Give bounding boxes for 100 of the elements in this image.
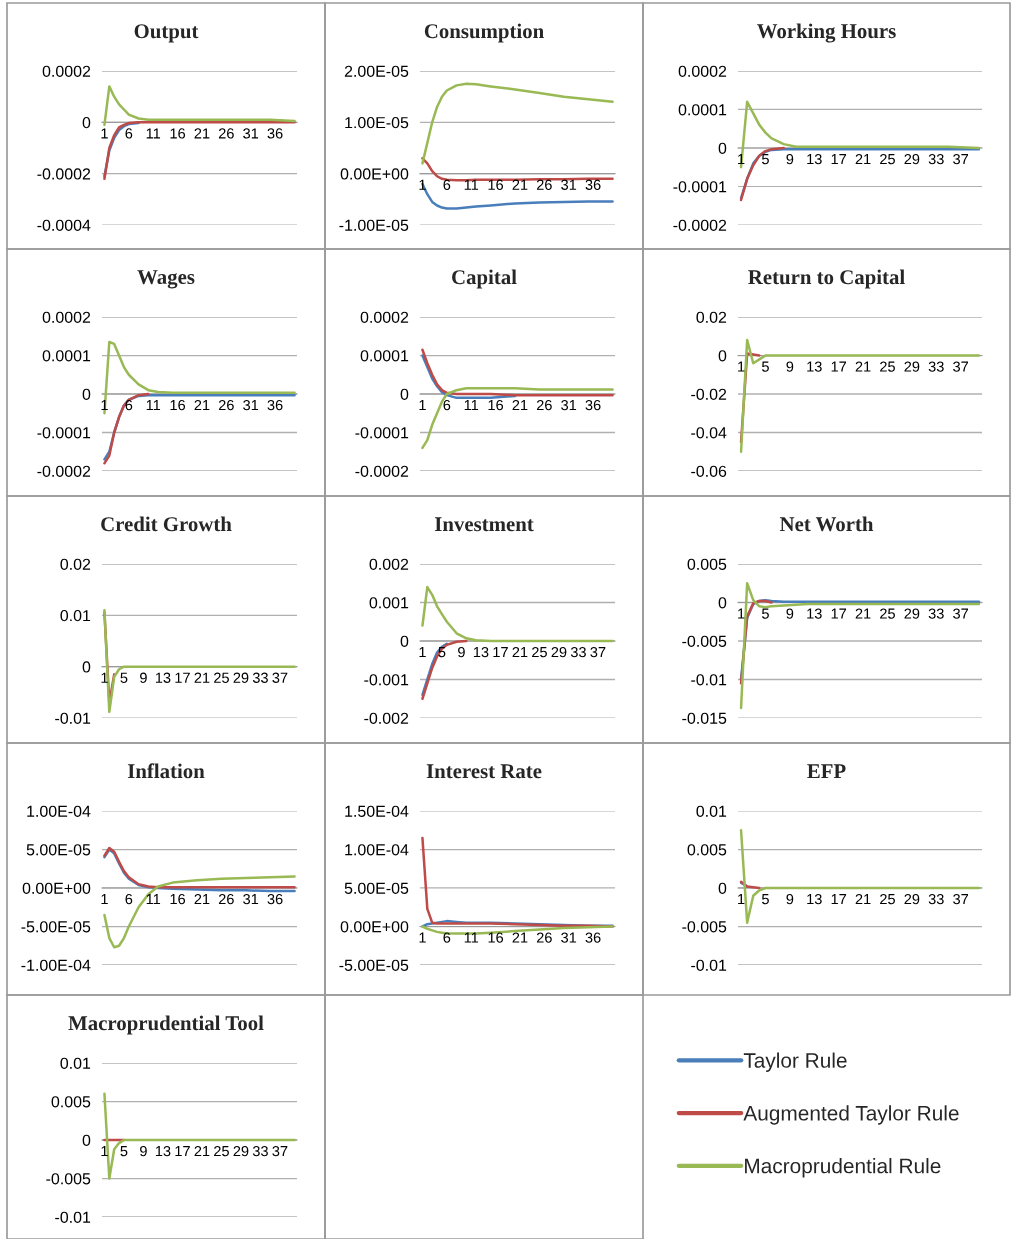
chart-title: Capital (452, 269, 517, 289)
x-tick-label: 21 (194, 128, 210, 139)
chart-title: Return to Capital (748, 269, 905, 289)
x-tick-label: 37 (272, 1145, 288, 1157)
x-tick-label: 26 (218, 399, 234, 411)
y-tick-label: 0 (400, 388, 409, 400)
x-tick-label: 16 (488, 399, 504, 411)
legend-label: Augmented Taylor Rule (743, 1105, 959, 1125)
x-tick-label: 21 (194, 1145, 210, 1157)
x-tick-label: 11 (146, 128, 161, 139)
x-tick-label: 13 (807, 361, 822, 372)
y-tick-label: -0.005 (682, 635, 727, 647)
x-tick-label: 31 (561, 932, 577, 943)
y-tick-label: 0.0002 (42, 311, 91, 323)
y-tick-label: 0.0001 (42, 350, 91, 362)
x-tick-label: 5 (120, 672, 128, 683)
y-tick-label: 5.00E-05 (26, 844, 91, 856)
x-tick-label: 11 (464, 179, 479, 190)
y-tick-label: -5.00E-05 (21, 921, 91, 933)
x-tick-label: 26 (536, 179, 552, 190)
x-tick-label: 5 (761, 894, 769, 905)
y-tick-label: -0.0001 (673, 181, 727, 193)
chart-title: Wages (137, 270, 195, 289)
y-tick-label: 1.00E-04 (27, 805, 91, 817)
y-tick-label: -0.0001 (37, 427, 91, 439)
x-tick-label: 5 (761, 608, 769, 619)
y-tick-label: 0.005 (687, 558, 727, 570)
x-tick-label: 36 (585, 179, 601, 190)
x-tick-label: 13 (155, 672, 171, 683)
x-tick-label: 6 (125, 399, 133, 411)
x-tick-label: 16 (488, 179, 504, 190)
x-tick-label: 25 (214, 672, 229, 683)
x-tick-label: 21 (512, 399, 528, 411)
x-tick-label: 1 (738, 608, 745, 619)
x-tick-label: 1 (419, 647, 426, 658)
x-tick-label: 21 (512, 646, 528, 658)
chart-title: Macroprudential Tool (68, 1015, 264, 1035)
y-tick-label: -0.01 (691, 674, 727, 686)
y-tick-label: 0 (718, 882, 727, 894)
x-tick-label: 31 (243, 128, 259, 139)
x-tick-label: 29 (551, 646, 567, 658)
x-tick-label: 11 (146, 400, 161, 411)
chart-title: Credit Growth (101, 516, 232, 532)
chart-title: Output (134, 24, 199, 43)
x-tick-label: 21 (855, 893, 871, 905)
x-tick-label: 21 (194, 893, 210, 905)
x-tick-label: 1 (419, 179, 426, 190)
x-tick-label: 26 (536, 932, 552, 943)
x-tick-label: 6 (125, 893, 133, 905)
x-tick-label: 9 (140, 1145, 147, 1157)
y-tick-label: -0.01 (55, 1211, 91, 1223)
x-tick-label: 6 (443, 179, 451, 190)
x-tick-label: 1 (419, 932, 426, 943)
x-tick-label: 9 (140, 672, 147, 683)
x-tick-label: 16 (170, 399, 186, 411)
y-tick-label: 0.02 (696, 311, 727, 323)
x-tick-label: 37 (953, 153, 969, 165)
x-tick-label: 33 (928, 153, 944, 165)
x-tick-label: 25 (880, 361, 895, 372)
x-tick-label: 17 (175, 1146, 190, 1157)
x-tick-label: 37 (272, 672, 288, 683)
y-tick-label: 0.0002 (360, 311, 409, 323)
y-tick-label: -0.002 (364, 712, 409, 724)
x-tick-label: 29 (904, 893, 920, 905)
x-tick-label: 1 (738, 894, 745, 905)
y-tick-label: 0 (718, 350, 727, 362)
y-tick-label: -0.0002 (673, 219, 727, 231)
y-tick-label: 0 (82, 388, 91, 400)
x-tick-label: 37 (953, 608, 969, 619)
x-tick-label: 37 (953, 893, 969, 905)
x-tick-label: 16 (170, 128, 186, 139)
y-tick-label: 0.005 (687, 844, 727, 856)
x-tick-label: 21 (855, 608, 871, 619)
x-tick-label: 21 (855, 361, 871, 372)
x-tick-label: 36 (585, 399, 601, 411)
x-tick-label: 31 (561, 179, 577, 190)
x-tick-label: 21 (194, 399, 210, 411)
y-tick-label: 1.50E-04 (345, 805, 409, 817)
x-tick-label: 1 (738, 361, 745, 372)
chart-title: Net Worth (779, 516, 874, 532)
x-tick-label: 11 (464, 400, 479, 411)
legend-label: Macroprudential Rule (745, 1158, 941, 1178)
y-tick-label: 0.02 (60, 558, 91, 570)
y-tick-label: 0.0002 (678, 65, 727, 77)
x-tick-label: 9 (786, 153, 794, 165)
y-tick-label: -5.00E-05 (339, 959, 409, 971)
y-tick-label: -0.0001 (355, 427, 409, 439)
x-tick-label: 13 (807, 153, 822, 165)
x-tick-label: 16 (488, 932, 504, 943)
x-tick-label: 1 (101, 894, 108, 905)
y-tick-label: 0.01 (696, 805, 727, 817)
x-tick-label: 36 (585, 932, 601, 943)
y-tick-label: -0.0002 (37, 465, 91, 477)
x-tick-label: 37 (953, 361, 969, 372)
y-tick-label: -0.0002 (355, 465, 409, 477)
x-tick-label: 33 (570, 646, 586, 658)
x-tick-label: 17 (831, 894, 847, 905)
y-tick-label: 0.0002 (42, 65, 91, 77)
x-tick-label: 29 (904, 153, 920, 165)
x-tick-label: 21 (512, 932, 528, 943)
